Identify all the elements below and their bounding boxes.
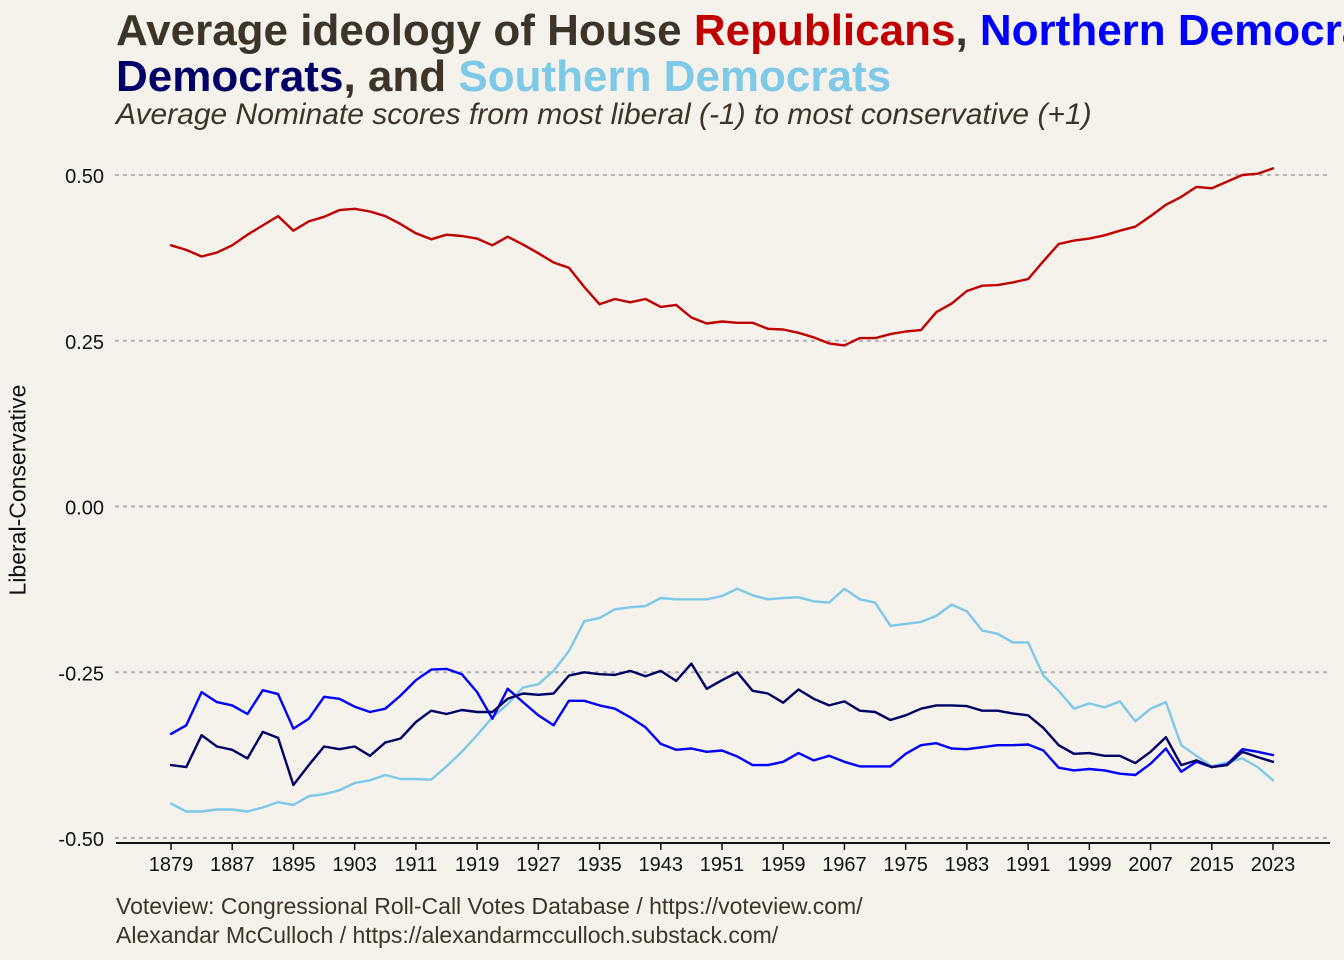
y-tick-label: 0.50 — [65, 166, 104, 188]
x-tick-label: 1951 — [700, 854, 745, 876]
x-tick-label: 1935 — [577, 854, 622, 876]
x-tick-label: 1887 — [210, 854, 255, 876]
x-tick-label: 1919 — [455, 854, 500, 876]
series-lines — [169, 167, 1275, 813]
series-line-democrats — [169, 662, 1275, 787]
title-southern-democrats: Southern Democrats — [458, 52, 892, 100]
x-tick-label: 1999 — [1067, 854, 1112, 876]
x-tick-label: 1967 — [822, 854, 867, 876]
x-tick-label: 1975 — [883, 854, 928, 876]
title-northern-democrats: Northern Democrats — [979, 8, 1344, 55]
x-tick-label: 2015 — [1190, 854, 1235, 876]
x-tick-label: 1895 — [271, 854, 316, 876]
title-democrats: Democrats — [116, 52, 344, 100]
title-and: , and — [343, 52, 459, 100]
x-tick-label: 1983 — [945, 854, 990, 876]
x-tick-label: 1903 — [332, 854, 377, 876]
y-axis-ticks: -0.50 -0.25 0.00 0.25 0.50 — [58, 166, 104, 851]
y-tick-label: 0.25 — [65, 332, 104, 354]
title-comma: , — [955, 8, 980, 55]
title-text: Average ideology of House — [116, 8, 694, 55]
x-tick-label: 2023 — [1251, 854, 1296, 876]
series-line-republicans — [169, 167, 1275, 347]
series-line-northern-democrats — [169, 667, 1275, 777]
x-tick-label: 1991 — [1006, 854, 1051, 876]
caption-line-2: Alexandar McCulloch / https://alexandarm… — [116, 922, 779, 948]
x-tick-label: 1879 — [149, 854, 194, 876]
chart-title: Average ideology of House Republicans, N… — [116, 8, 1344, 100]
gridlines — [114, 173, 1332, 840]
caption-line-1: Voteview: Congressional Roll-Call Votes … — [116, 893, 863, 919]
x-tick-label: 1927 — [516, 854, 561, 876]
x-tick-label: 1911 — [394, 854, 437, 876]
x-axis: 1879 1887 1895 1903 1911 1919 1927 1935 1943 1951… — [116, 842, 1330, 876]
caption: Voteview: Congressional Roll-Call Votes … — [116, 892, 863, 950]
x-tick-label: 2007 — [1128, 854, 1173, 876]
x-tick-label: 1943 — [639, 854, 684, 876]
y-tick-label: -0.25 — [58, 663, 104, 685]
title-republicans: Republicans — [693, 8, 956, 55]
x-tick-label: 1959 — [761, 854, 806, 876]
chart-subtitle: Average Nominate scores from most libera… — [116, 98, 1092, 131]
series-line-southern-democrats — [169, 587, 1275, 813]
y-tick-label: 0.00 — [65, 498, 104, 520]
y-tick-label: -0.50 — [58, 829, 104, 851]
